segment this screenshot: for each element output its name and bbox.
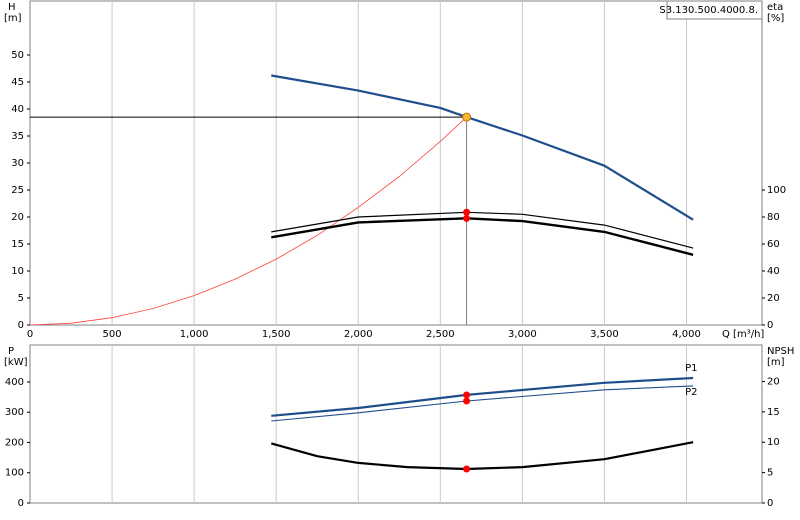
y2-tick-label: 100 xyxy=(767,185,786,196)
x-tick-label: 0 xyxy=(27,329,33,340)
series-label: P1 xyxy=(685,363,697,374)
operating-marker xyxy=(463,391,471,399)
operating-marker xyxy=(463,397,471,405)
y2-tick-label: 15 xyxy=(767,407,780,418)
curve xyxy=(271,74,694,221)
x-tick-label: 1,000 xyxy=(180,329,209,340)
y2-axis-label: eta xyxy=(767,2,783,13)
y-tick-label: 10 xyxy=(11,266,24,277)
x-tick-label: 3,500 xyxy=(590,329,619,340)
y-tick-label: 400 xyxy=(5,377,24,388)
y-axis-unit: [kW] xyxy=(4,357,28,368)
y-tick-label: 50 xyxy=(11,50,24,61)
y2-tick-label: 10 xyxy=(767,437,780,448)
y-axis-unit: [m] xyxy=(4,13,22,24)
x-axis-label: Q [m³/h] xyxy=(722,329,764,340)
y-tick-label: 30 xyxy=(11,158,24,169)
y2-tick-label: 20 xyxy=(767,376,780,387)
y-tick-label: 15 xyxy=(11,239,24,250)
curve-id: S3.130.500.4000.8. xyxy=(659,5,758,16)
y-tick-label: 25 xyxy=(11,185,24,196)
plot-frame xyxy=(29,344,763,504)
y-tick-label: 0 xyxy=(18,498,24,509)
curve xyxy=(271,376,694,417)
operating-point xyxy=(462,112,472,122)
plot-frame xyxy=(29,0,763,326)
y-tick-label: 5 xyxy=(18,293,24,304)
y-tick-label: 100 xyxy=(5,468,24,479)
curve xyxy=(271,211,694,249)
y2-tick-label: 5 xyxy=(767,468,773,479)
y-tick-label: 35 xyxy=(11,131,24,142)
operating-marker xyxy=(463,214,471,222)
y-axis-label: P xyxy=(8,346,14,357)
curve xyxy=(271,217,694,256)
y2-axis-label: NPSH xyxy=(767,346,794,357)
y-tick-label: 40 xyxy=(11,104,24,115)
y-tick-label: 0 xyxy=(18,320,24,331)
y-axis-label: H xyxy=(8,2,16,13)
operating-marker xyxy=(463,465,471,473)
y2-tick-label: 60 xyxy=(767,239,780,250)
x-tick-label: 2,500 xyxy=(426,329,455,340)
x-tick-label: 3,000 xyxy=(508,329,537,340)
y-tick-label: 300 xyxy=(5,407,24,418)
y-tick-label: 45 xyxy=(11,77,24,88)
y2-tick-label: 0 xyxy=(767,320,773,331)
operating-marker xyxy=(463,208,471,216)
y2-tick-label: 0 xyxy=(767,498,773,509)
curve xyxy=(271,441,694,471)
y2-tick-label: 40 xyxy=(767,266,780,277)
y2-tick-label: 20 xyxy=(767,293,780,304)
series-label: P2 xyxy=(685,387,697,398)
x-tick-label: 4,000 xyxy=(672,329,701,340)
y2-tick-label: 80 xyxy=(767,212,780,223)
x-tick-label: 1,500 xyxy=(262,329,291,340)
curve xyxy=(29,116,467,326)
x-tick-label: 500 xyxy=(103,329,122,340)
y-tick-label: 200 xyxy=(5,437,24,448)
x-tick-label: 2,000 xyxy=(344,329,373,340)
y2-axis-unit: [m] xyxy=(767,357,785,368)
curve xyxy=(271,385,694,422)
y-tick-label: 20 xyxy=(11,212,24,223)
y2-axis-unit: [%] xyxy=(767,13,784,24)
curve-id-box xyxy=(666,0,763,20)
